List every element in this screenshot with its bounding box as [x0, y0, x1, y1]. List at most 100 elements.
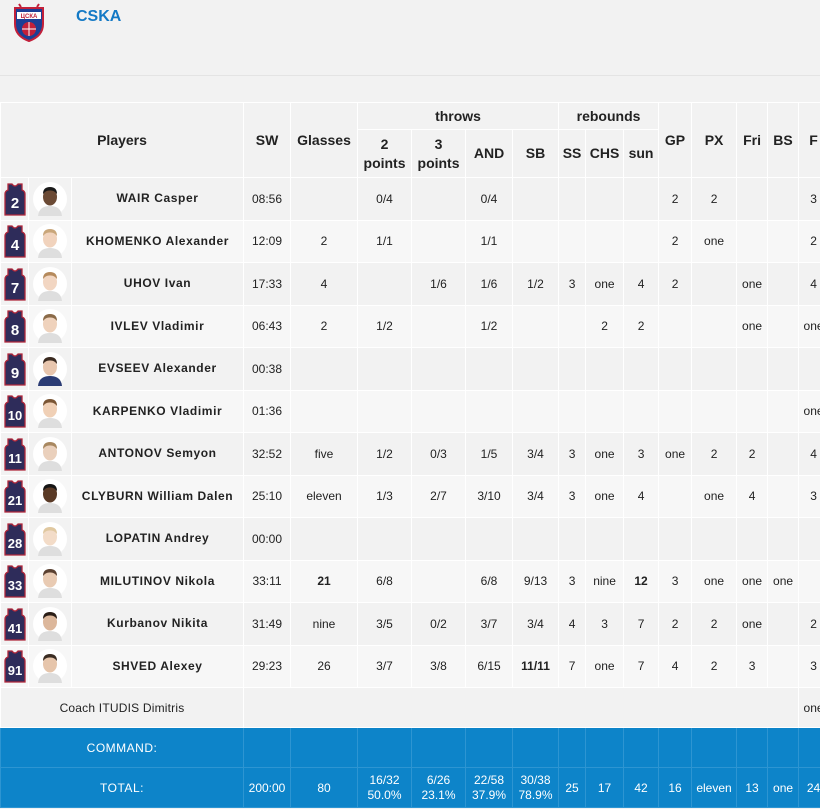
sun-cell: 3 [623, 432, 660, 476]
player-name[interactable]: Kurbanov Nikita [70, 602, 245, 646]
three-points-cell [411, 304, 467, 348]
sun-cell: 4 [623, 474, 660, 518]
two-points-cell: 1/2 [357, 432, 413, 476]
glasses-cell [290, 177, 359, 221]
three-points-cell [411, 559, 467, 603]
sun-cell: 7 [623, 602, 660, 646]
player-name[interactable]: ANTONOV Semyon [70, 432, 245, 476]
and-cell: 0/4 [465, 177, 514, 221]
players-header[interactable]: Players [0, 102, 245, 178]
sw-header[interactable]: SW [243, 102, 292, 178]
player-avatar[interactable] [33, 181, 67, 216]
ss-cell [558, 177, 587, 221]
sun-cell: 12 [623, 559, 660, 603]
player-avatar[interactable] [33, 436, 67, 471]
cska-logo[interactable]: ЦСКА [12, 2, 46, 42]
player-name[interactable]: IVLEV Vladimir [70, 304, 245, 348]
sw-cell: 12:09 [243, 219, 292, 263]
player-name[interactable]: SHVED Alexey [70, 644, 245, 688]
total-glasses: 80 [290, 767, 359, 808]
total-bs: one [767, 767, 800, 808]
three-points-header[interactable]: 3 points [411, 129, 467, 178]
player-avatar[interactable] [33, 266, 67, 301]
jersey-cell: 8 [0, 304, 29, 348]
sw-cell: 25:10 [243, 474, 292, 518]
gp-cell [658, 347, 693, 391]
sw-cell: 00:00 [243, 517, 292, 561]
and-header[interactable]: AND [465, 129, 514, 178]
player-name[interactable]: WAIR Casper [70, 177, 245, 221]
sun-header[interactable]: sun [623, 129, 660, 178]
px-header[interactable]: PX [691, 102, 738, 178]
player-avatar[interactable] [33, 521, 67, 556]
player-name[interactable]: KHOMENKO Alexander [70, 219, 245, 263]
bs-cell [767, 644, 800, 688]
three-points-cell: 3/8 [411, 644, 467, 688]
player-name[interactable]: LOPATIN Andrey [70, 517, 245, 561]
f-cell [798, 559, 820, 603]
fri-cell [736, 347, 769, 391]
chs-header[interactable]: CHS [585, 129, 625, 178]
player-name[interactable]: CLYBURN William Dalen [70, 474, 245, 518]
jersey-cell: 2 [0, 177, 29, 221]
jersey-cell: 21 [0, 474, 29, 518]
jersey-icon: 8 [3, 310, 26, 343]
jersey-number: 21 [7, 493, 21, 508]
player-avatar[interactable] [33, 309, 67, 344]
command-cell [658, 727, 693, 768]
player-avatar[interactable] [33, 606, 67, 641]
total-px: eleven [691, 767, 738, 808]
jersey-number: 8 [10, 322, 18, 339]
and-cell: 1/1 [465, 219, 514, 263]
jersey-icon: 11 [3, 438, 26, 471]
photo-cell [28, 262, 72, 306]
f-header[interactable]: F [798, 102, 820, 178]
f-cell: 3 [798, 474, 820, 518]
bs-header[interactable]: BS [767, 102, 800, 178]
sun-cell [623, 219, 660, 263]
fri-cell: one [736, 304, 769, 348]
chs-cell: one [585, 262, 625, 306]
bs-cell [767, 389, 800, 433]
player-avatar[interactable] [33, 351, 67, 386]
player-avatar[interactable] [33, 394, 67, 429]
command-cell [243, 727, 292, 768]
sun-cell [623, 177, 660, 221]
player-avatar[interactable] [33, 649, 67, 684]
player-avatar[interactable] [33, 479, 67, 514]
sb-header[interactable]: SB [512, 129, 560, 178]
sb-cell: 3/4 [512, 432, 560, 476]
f-cell: 3 [798, 177, 820, 221]
total-and: 22/58 37.9% [465, 767, 514, 808]
two-points-header[interactable]: 2 points [357, 129, 413, 178]
jersey-number: 33 [7, 578, 21, 593]
px-cell: 2 [691, 602, 738, 646]
team-name[interactable]: CSKA [76, 8, 122, 25]
total-sw: 200:00 [243, 767, 292, 808]
player-name[interactable]: EVSEEV Alexander [70, 347, 245, 391]
command-cell [736, 727, 769, 768]
glasses-cell: nine [290, 602, 359, 646]
px-cell [691, 304, 738, 348]
player-avatar[interactable] [33, 564, 67, 599]
fri-header[interactable]: Fri [736, 102, 769, 178]
fri-cell [736, 219, 769, 263]
player-name[interactable]: UHOV Ivan [70, 262, 245, 306]
ss-cell [558, 304, 587, 348]
coach-name[interactable]: Coach ITUDIS Dimitris [0, 687, 245, 728]
two-points-cell [357, 347, 413, 391]
player-name[interactable]: KARPENKO Vladimir [70, 389, 245, 433]
f-cell: one [798, 304, 820, 348]
gp-header[interactable]: GP [658, 102, 693, 178]
three-points-cell [411, 517, 467, 561]
player-name[interactable]: MILUTINOV Nikola [70, 559, 245, 603]
rebounds-header: rebounds [558, 102, 660, 130]
glasses-header[interactable]: Glasses [290, 102, 359, 178]
ss-header[interactable]: SS [558, 129, 587, 178]
player-avatar[interactable] [33, 224, 67, 259]
photo-cell [28, 559, 72, 603]
jersey-icon: 91 [3, 650, 26, 683]
two-points-cell: 0/4 [357, 177, 413, 221]
boxscore-table: Players SW Glasses throws rebounds GP PX… [0, 102, 820, 808]
